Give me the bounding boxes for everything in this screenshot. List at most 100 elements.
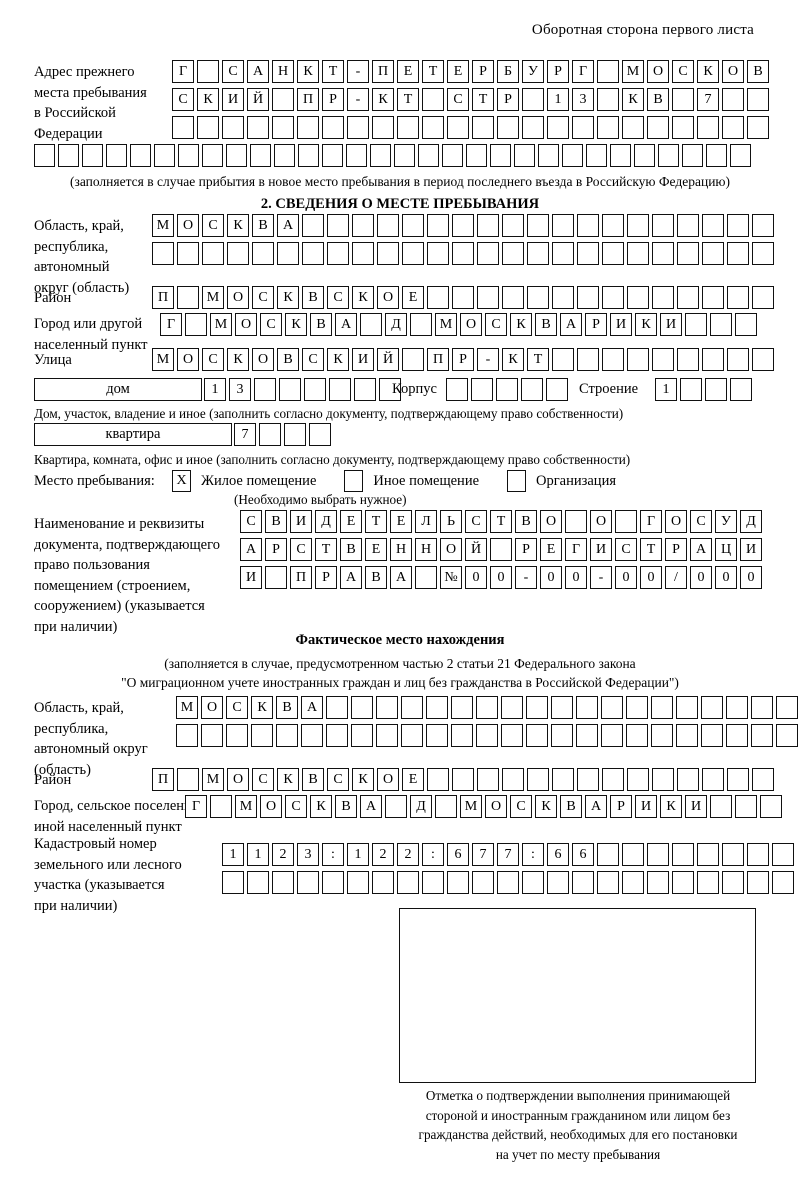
char-box[interactable]: [265, 566, 287, 589]
char-box[interactable]: Й: [377, 348, 399, 371]
char-box[interactable]: [322, 871, 344, 894]
char-box[interactable]: [722, 116, 744, 139]
char-box[interactable]: [197, 60, 219, 83]
char-box[interactable]: [772, 871, 794, 894]
char-box[interactable]: [471, 378, 493, 401]
char-box[interactable]: [552, 768, 574, 791]
char-box[interactable]: С: [615, 538, 637, 561]
char-box[interactable]: О: [540, 510, 562, 533]
char-box[interactable]: [327, 242, 349, 265]
char-box[interactable]: [672, 116, 694, 139]
char-box[interactable]: [527, 768, 549, 791]
char-box[interactable]: Е: [390, 510, 412, 533]
char-box[interactable]: [602, 286, 624, 309]
char-box[interactable]: К: [502, 348, 524, 371]
char-box[interactable]: [322, 116, 344, 139]
char-box[interactable]: Р: [452, 348, 474, 371]
char-box[interactable]: 6: [547, 843, 569, 866]
char-box[interactable]: Т: [527, 348, 549, 371]
char-box[interactable]: О: [485, 795, 507, 818]
char-box[interactable]: [422, 871, 444, 894]
char-box[interactable]: П: [427, 348, 449, 371]
char-box[interactable]: [701, 724, 723, 747]
char-box[interactable]: [251, 724, 273, 747]
char-box[interactable]: [735, 795, 757, 818]
char-box[interactable]: [276, 724, 298, 747]
char-box[interactable]: [477, 214, 499, 237]
char-box[interactable]: [177, 286, 199, 309]
char-box[interactable]: М: [235, 795, 257, 818]
char-box[interactable]: [297, 116, 319, 139]
char-box[interactable]: 3: [297, 843, 319, 866]
char-box[interactable]: П: [297, 88, 319, 111]
char-box[interactable]: [602, 214, 624, 237]
char-box[interactable]: В: [647, 88, 669, 111]
char-box[interactable]: В: [560, 795, 582, 818]
char-box[interactable]: [514, 144, 535, 167]
char-box[interactable]: О: [460, 313, 482, 336]
char-box[interactable]: [402, 348, 424, 371]
char-box[interactable]: М: [176, 696, 198, 719]
char-box[interactable]: С: [260, 313, 282, 336]
char-box[interactable]: [726, 696, 748, 719]
char-box[interactable]: [302, 214, 324, 237]
char-box[interactable]: [376, 724, 398, 747]
char-box[interactable]: №: [440, 566, 462, 589]
char-box[interactable]: 2: [272, 843, 294, 866]
char-box[interactable]: И: [352, 348, 374, 371]
char-box[interactable]: Д: [315, 510, 337, 533]
char-box[interactable]: [304, 378, 326, 401]
char-box[interactable]: А: [340, 566, 362, 589]
char-box[interactable]: [627, 768, 649, 791]
char-box[interactable]: [677, 286, 699, 309]
char-box[interactable]: [552, 214, 574, 237]
char-box[interactable]: [442, 144, 463, 167]
char-box[interactable]: [577, 242, 599, 265]
char-box[interactable]: [329, 378, 351, 401]
char-box[interactable]: [422, 116, 444, 139]
char-box[interactable]: К: [372, 88, 394, 111]
char-box[interactable]: [752, 214, 774, 237]
prev-address-row-4[interactable]: [34, 144, 751, 167]
char-box[interactable]: Р: [472, 60, 494, 83]
char-box[interactable]: -: [347, 88, 369, 111]
char-box[interactable]: О: [377, 768, 399, 791]
char-box[interactable]: С: [222, 60, 244, 83]
char-box[interactable]: [272, 116, 294, 139]
char-box[interactable]: 2: [397, 843, 419, 866]
char-box[interactable]: [706, 144, 727, 167]
char-box[interactable]: [677, 348, 699, 371]
char-box[interactable]: Б: [497, 60, 519, 83]
cadastral-row-2[interactable]: [222, 871, 794, 894]
char-box[interactable]: [597, 60, 619, 83]
char-box[interactable]: [652, 242, 674, 265]
char-box[interactable]: [622, 116, 644, 139]
char-box[interactable]: О: [201, 696, 223, 719]
char-box[interactable]: К: [697, 60, 719, 83]
char-box[interactable]: [747, 88, 769, 111]
char-box[interactable]: К: [227, 214, 249, 237]
char-box[interactable]: [551, 696, 573, 719]
char-box[interactable]: Г: [565, 538, 587, 561]
char-box[interactable]: :: [522, 843, 544, 866]
char-box[interactable]: И: [590, 538, 612, 561]
char-box[interactable]: С: [690, 510, 712, 533]
char-box[interactable]: [702, 768, 724, 791]
char-box[interactable]: [627, 286, 649, 309]
char-box[interactable]: И: [660, 313, 682, 336]
char-box[interactable]: [652, 348, 674, 371]
char-box[interactable]: [627, 348, 649, 371]
char-box[interactable]: 1: [222, 843, 244, 866]
char-box[interactable]: [730, 144, 751, 167]
char-box[interactable]: [377, 242, 399, 265]
char-box[interactable]: О: [227, 286, 249, 309]
char-box[interactable]: С: [226, 696, 248, 719]
char-box[interactable]: [776, 696, 798, 719]
char-box[interactable]: [622, 871, 644, 894]
char-box[interactable]: Д: [410, 795, 432, 818]
char-box[interactable]: Р: [497, 88, 519, 111]
char-box[interactable]: [502, 214, 524, 237]
char-box[interactable]: [726, 724, 748, 747]
char-box[interactable]: И: [222, 88, 244, 111]
